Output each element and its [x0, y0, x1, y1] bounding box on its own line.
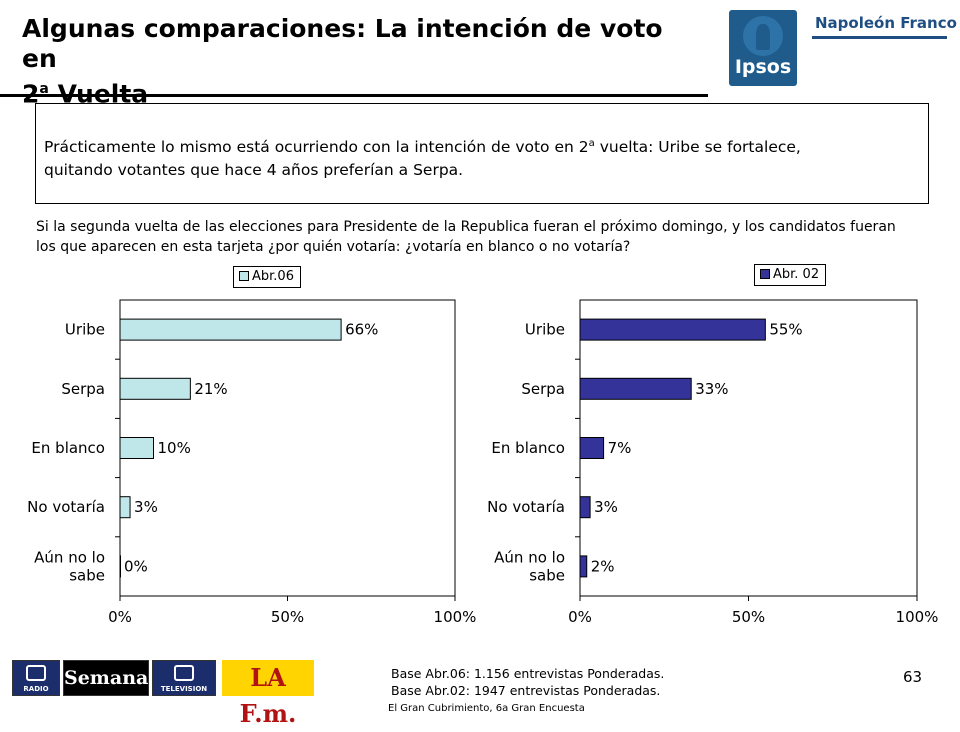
sponsor-logos: RADIO Semana TELEVISION LA F.m.	[12, 660, 316, 728]
value-label-abr06: 0%	[124, 557, 148, 575]
legend-swatch-abr02	[760, 268, 770, 279]
napoleon-franco-logo: Napoleón Franco	[815, 14, 957, 32]
category-label-abr02: sabe	[529, 566, 565, 584]
napoleon-franco-underline	[812, 36, 947, 39]
x-tick-label-abr02: 0%	[568, 608, 592, 626]
bar-abr06	[119, 377, 191, 400]
semana-logo: Semana	[63, 660, 149, 696]
value-label-abr02: 3%	[594, 498, 618, 516]
x-tick-label-abr02: 50%	[732, 608, 765, 626]
rcn-radio-label: RADIO	[23, 685, 49, 693]
title-line-1: Algunas comparaciones: La intención de v…	[22, 14, 663, 73]
value-label-abr06: 66%	[345, 321, 378, 339]
value-label-abr02: 7%	[608, 439, 632, 457]
ipsos-logo: Ipsos	[729, 10, 797, 86]
category-label-abr02: Aún no lo	[494, 548, 565, 566]
callout-box: Prácticamente lo mismo está ocurriendo c…	[35, 103, 929, 204]
value-label-abr06: 3%	[134, 498, 158, 516]
lafm-logo: LA F.m.	[222, 660, 314, 728]
bar-abr06	[119, 437, 154, 459]
bar-abr02	[579, 318, 766, 341]
page-title: Algunas comparaciones: La intención de v…	[22, 14, 702, 109]
survey-edition-note: El Gran Cubrimiento, 6a Gran Encuesta	[388, 703, 585, 714]
page-number: 63	[903, 668, 923, 686]
value-label-abr02: 55%	[769, 321, 802, 339]
base-line-1: Base Abr.06: 1.156 entrevistas Ponderada…	[391, 666, 665, 681]
value-label-abr02: 2%	[591, 557, 615, 575]
category-label-abr02: En blanco	[491, 439, 565, 457]
ipsos-logo-text: Ipsos	[734, 56, 792, 78]
category-label-abr06: Aún no lo	[34, 548, 105, 566]
callout-line-1a: Prácticamente lo mismo está ocurriendo c…	[44, 138, 589, 157]
category-label-abr02: Uribe	[525, 321, 565, 339]
x-tick-label-abr06: 100%	[434, 608, 477, 626]
callout-sup: a	[588, 138, 595, 149]
callout-line-2: quitando votantes que hace 4 años prefer…	[44, 161, 464, 180]
category-label-abr06: No votaría	[27, 498, 105, 516]
value-label-abr02: 33%	[695, 380, 728, 398]
legend-label-abr06: Abr.06	[252, 269, 294, 284]
bar-abr02	[579, 437, 605, 459]
legend-abr06: Abr.06	[233, 266, 301, 288]
x-tick-label-abr06: 0%	[108, 608, 132, 626]
rcn-tv-label: TELEVISION	[160, 685, 208, 693]
survey-question: Si la segunda vuelta de las elecciones p…	[36, 219, 896, 255]
value-label-abr06: 21%	[194, 380, 227, 398]
base-line-2: Base Abr.02: 1947 entrevistas Ponderadas…	[391, 683, 661, 698]
x-tick-label-abr06: 50%	[271, 608, 304, 626]
bar-abr06	[119, 555, 121, 578]
bar-abr06	[119, 318, 342, 341]
bar-abr06	[119, 496, 131, 519]
rcn-radio-logo: RADIO	[12, 660, 60, 696]
category-label-abr06: Uribe	[65, 321, 105, 339]
bar-abr02	[579, 377, 692, 400]
category-label-abr02: No votaría	[487, 498, 565, 516]
callout-text: Prácticamente lo mismo está ocurriendo c…	[44, 132, 801, 182]
category-label-abr06: sabe	[69, 566, 105, 584]
rcn-tv-mark-icon	[174, 665, 194, 681]
rcn-radio-mark-icon	[26, 665, 46, 681]
value-label-abr06: 10%	[158, 439, 191, 457]
legend-abr02: Abr. 02	[754, 264, 827, 286]
ipsos-head-icon	[743, 16, 783, 56]
category-label-abr02: Serpa	[521, 380, 565, 398]
legend-label-abr02: Abr. 02	[773, 267, 820, 282]
bar-abr02	[579, 496, 591, 519]
title-line-2-sup: a	[39, 81, 49, 97]
callout-line-1b: vuelta: Uribe se fortalece,	[594, 138, 801, 157]
base-note: Base Abr.06: 1.156 entrevistas Ponderada…	[391, 665, 664, 699]
title-line-2-prefix: 2	[22, 79, 39, 108]
x-tick-label-abr02: 100%	[896, 608, 939, 626]
category-label-abr06: En blanco	[31, 439, 105, 457]
title-divider	[0, 94, 708, 97]
bar-abr02	[579, 555, 588, 578]
category-label-abr06: Serpa	[61, 380, 105, 398]
legend-swatch-abr06	[239, 270, 249, 281]
rcn-tv-logo: TELEVISION	[152, 660, 216, 696]
